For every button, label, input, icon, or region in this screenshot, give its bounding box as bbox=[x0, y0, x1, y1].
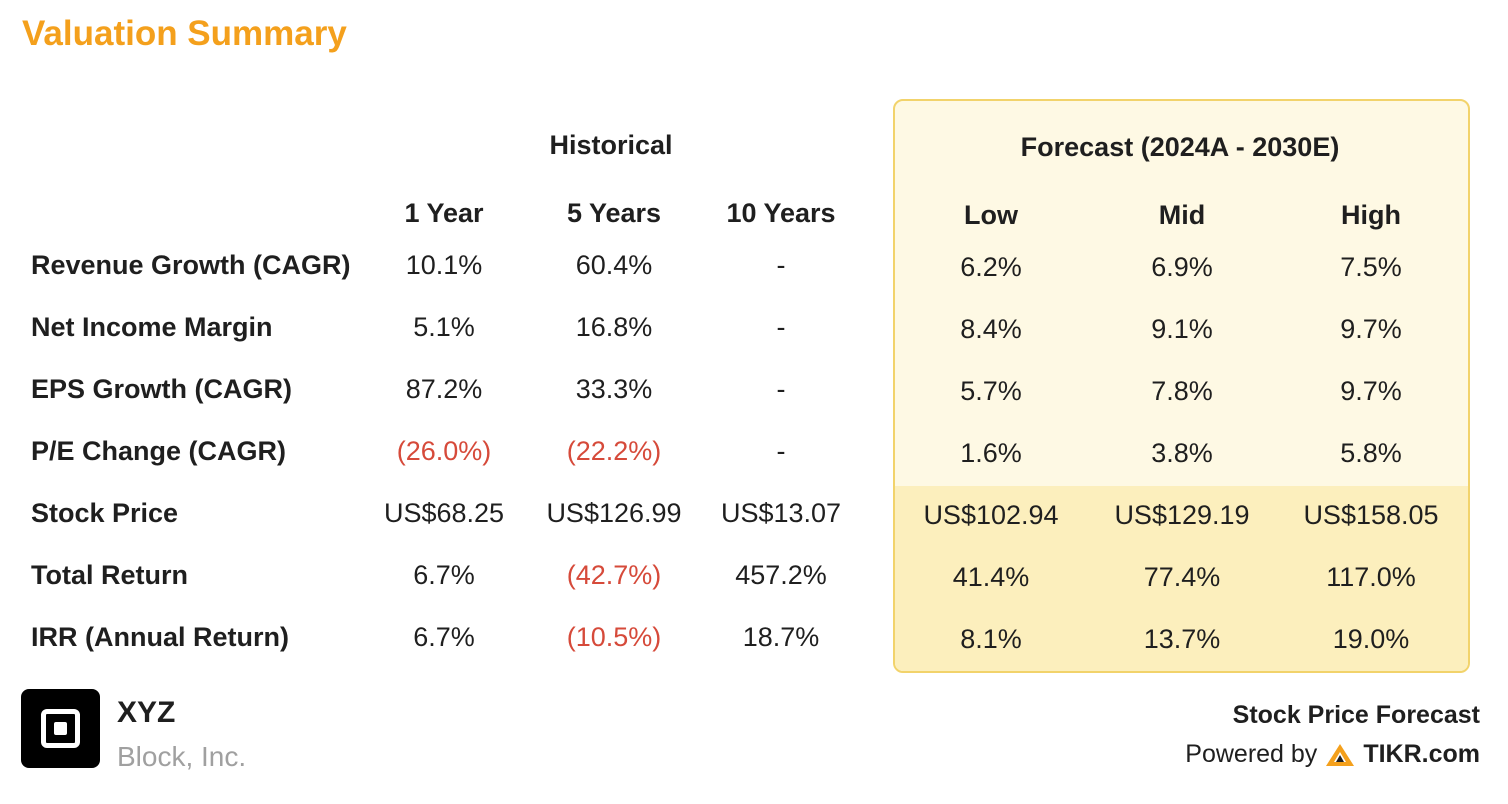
cell-historical-10y: - bbox=[776, 312, 786, 342]
cell-forecast-low: 1.6% bbox=[960, 438, 1022, 468]
tikr-logo-icon bbox=[1326, 743, 1355, 766]
cell-forecast-mid: US$129.19 bbox=[1114, 500, 1250, 530]
cell-historical-10y: 457.2% bbox=[735, 560, 827, 590]
cell-forecast-low: 6.2% bbox=[960, 252, 1022, 282]
cell-forecast-mid: 77.4% bbox=[1143, 562, 1221, 592]
cell-forecast-high: 5.8% bbox=[1340, 438, 1402, 468]
cell-historical-5y: (42.7%) bbox=[566, 560, 662, 590]
page-title: Valuation Summary bbox=[22, 14, 347, 53]
cell-forecast-mid: 7.8% bbox=[1151, 376, 1213, 406]
col-header-low: Low bbox=[964, 200, 1018, 230]
cell-forecast-low: US$102.94 bbox=[923, 500, 1059, 530]
row-label: Revenue Growth (CAGR) bbox=[31, 250, 351, 280]
cell-forecast-high: 19.0% bbox=[1332, 624, 1410, 654]
row-label: Stock Price bbox=[31, 498, 179, 528]
powered-by-label: Powered by bbox=[1185, 740, 1318, 768]
cell-historical-1y: (26.0%) bbox=[396, 436, 492, 466]
footer-title: Stock Price Forecast bbox=[1232, 701, 1480, 729]
forecast-panel-highlight bbox=[895, 486, 1468, 671]
powered-by: Powered by TIKR.com bbox=[1185, 740, 1480, 769]
forecast-header: Forecast (2024A - 2030E) bbox=[1020, 132, 1340, 162]
cell-forecast-low: 5.7% bbox=[960, 376, 1022, 406]
row-label: IRR (Annual Return) bbox=[31, 622, 289, 652]
cell-historical-1y: 87.2% bbox=[405, 374, 483, 404]
cell-forecast-high: 117.0% bbox=[1326, 562, 1416, 592]
cell-historical-5y: (22.2%) bbox=[566, 436, 662, 466]
cell-historical-5y: 33.3% bbox=[575, 374, 653, 404]
cell-historical-5y: (10.5%) bbox=[566, 622, 662, 652]
col-header-1-year: 1 Year bbox=[404, 198, 484, 228]
cell-forecast-low: 8.4% bbox=[960, 314, 1022, 344]
cell-historical-1y: 10.1% bbox=[405, 250, 483, 280]
cell-historical-10y: - bbox=[776, 436, 786, 466]
cell-historical-1y: 6.7% bbox=[413, 622, 475, 652]
cell-historical-10y: - bbox=[776, 374, 786, 404]
cell-forecast-mid: 9.1% bbox=[1151, 314, 1213, 344]
cell-forecast-low: 8.1% bbox=[960, 624, 1022, 654]
company-ticker: XYZ bbox=[117, 696, 176, 729]
cell-historical-1y: 5.1% bbox=[413, 312, 475, 342]
cell-forecast-high: 9.7% bbox=[1340, 314, 1402, 344]
col-header-5-years: 5 Years bbox=[566, 198, 662, 228]
forecast-panel bbox=[893, 99, 1470, 673]
cell-forecast-low: 41.4% bbox=[952, 562, 1030, 592]
cell-historical-5y: 16.8% bbox=[575, 312, 653, 342]
cell-historical-1y: US$68.25 bbox=[383, 498, 505, 528]
col-header-high: High bbox=[1341, 200, 1401, 230]
cell-forecast-high: 9.7% bbox=[1340, 376, 1402, 406]
cell-historical-5y: 60.4% bbox=[575, 250, 653, 280]
cell-historical-10y: - bbox=[776, 250, 786, 280]
col-header-10-years: 10 Years bbox=[726, 198, 836, 228]
historical-header: Historical bbox=[549, 130, 673, 160]
col-header-mid: Mid bbox=[1158, 200, 1206, 230]
row-label: EPS Growth (CAGR) bbox=[31, 374, 292, 404]
cell-historical-10y: US$13.07 bbox=[720, 498, 842, 528]
row-label: Net Income Margin bbox=[31, 312, 273, 342]
row-label: Total Return bbox=[31, 560, 188, 590]
cell-historical-5y: US$126.99 bbox=[546, 498, 682, 528]
tikr-brand: TIKR.com bbox=[1363, 740, 1480, 768]
cell-historical-10y: 18.7% bbox=[742, 622, 820, 652]
cell-forecast-high: US$158.05 bbox=[1303, 500, 1439, 530]
square-logo-icon bbox=[21, 689, 100, 768]
company-name: Block, Inc. bbox=[117, 741, 247, 772]
cell-forecast-high: 7.5% bbox=[1340, 252, 1402, 282]
cell-forecast-mid: 13.7% bbox=[1143, 624, 1221, 654]
row-label: P/E Change (CAGR) bbox=[31, 436, 287, 466]
cell-forecast-mid: 6.9% bbox=[1151, 252, 1213, 282]
cell-historical-1y: 6.7% bbox=[413, 560, 475, 590]
cell-forecast-mid: 3.8% bbox=[1151, 438, 1213, 468]
